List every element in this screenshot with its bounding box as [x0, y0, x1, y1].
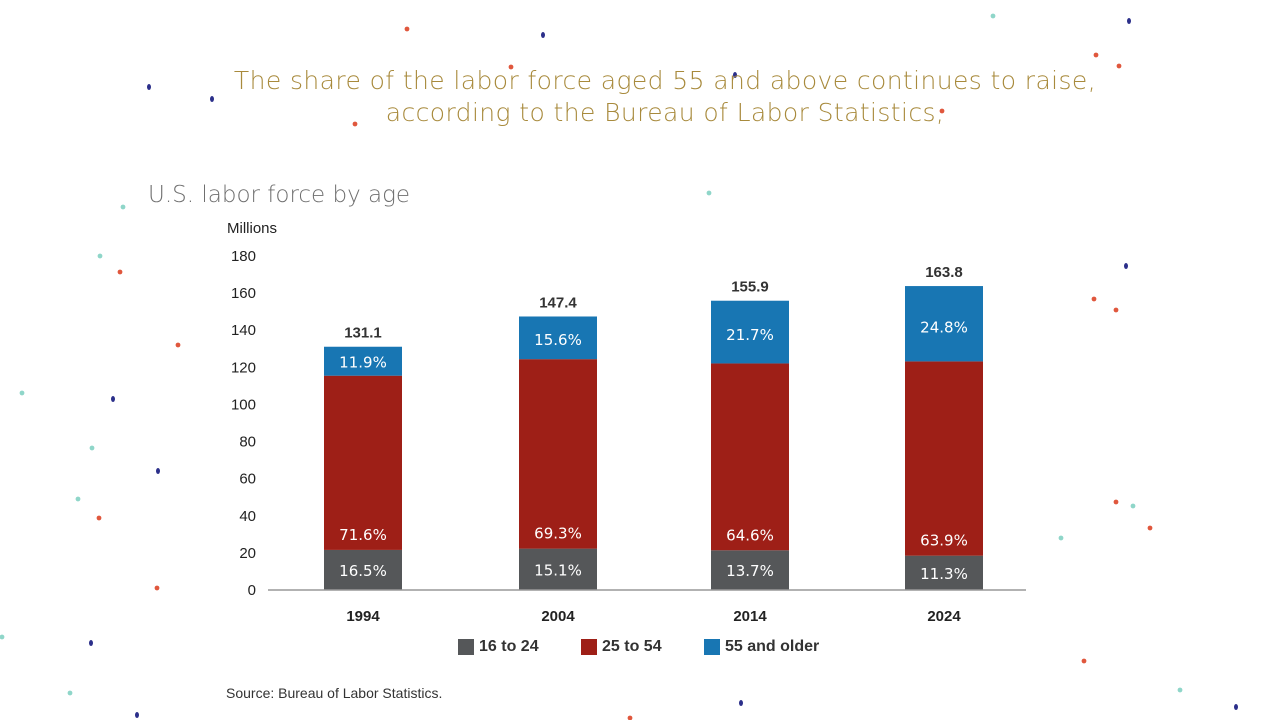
legend-swatch-25-54 — [581, 639, 597, 655]
legend-swatch-16-24 — [458, 639, 474, 655]
legend-item-55-older: 55 and older — [704, 638, 819, 656]
confetti-dot — [1081, 658, 1087, 664]
y-tick-label: 20 — [239, 545, 256, 562]
x-tick-label: 2014 — [733, 608, 767, 625]
confetti-dot — [154, 585, 160, 591]
confetti-dot — [96, 515, 102, 521]
confetti-dot — [404, 26, 410, 32]
headline-line-2: according to the Bureau of Labor Statist… — [385, 98, 945, 127]
confetti-dot — [1130, 503, 1136, 509]
confetti-dot — [1113, 499, 1119, 505]
segment-label: 69.3% — [534, 525, 582, 543]
confetti-dot — [1116, 63, 1122, 69]
bar-segment-2004-2 — [519, 316, 597, 360]
y-tick-label: 180 — [231, 248, 256, 265]
confetti-dot — [1234, 704, 1238, 710]
confetti-dot — [120, 204, 126, 210]
segment-label: 64.6% — [726, 526, 774, 544]
confetti-dot — [1124, 263, 1128, 269]
x-tick-label: 1994 — [346, 608, 380, 625]
segment-label: 13.7% — [726, 562, 774, 580]
chart-title: U.S. labor force by age — [148, 182, 411, 208]
confetti-dot — [210, 96, 214, 102]
confetti-dot — [352, 121, 358, 127]
confetti-dot — [156, 468, 160, 474]
y-tick-label: 0 — [248, 582, 256, 599]
confetti-dot — [147, 84, 151, 90]
confetti-dot — [1177, 687, 1183, 693]
bar-segment-2004-1 — [519, 359, 597, 549]
y-axis-unit-label: Millions — [227, 220, 278, 237]
confetti-dot — [939, 108, 945, 114]
confetti-dot — [19, 390, 25, 396]
confetti-dot — [1147, 525, 1153, 531]
bar-segment-2024-1 — [905, 361, 983, 556]
bar-total-label: 163.8 — [925, 264, 963, 281]
confetti-dot — [508, 64, 514, 70]
bar-segment-2014-2 — [711, 300, 789, 364]
segment-label: 11.3% — [920, 565, 968, 583]
bar-segment-2004-0 — [519, 548, 597, 590]
legend-label-16-24: 16 to 24 — [479, 638, 539, 655]
legend-label-25-54: 25 to 54 — [602, 638, 662, 655]
segment-label: 63.9% — [920, 532, 968, 550]
x-tick-label: 2004 — [541, 608, 575, 625]
confetti-dot — [97, 253, 103, 259]
bar-segment-1994-2 — [324, 346, 402, 376]
confetti-dot — [990, 13, 996, 19]
confetti-dot — [1058, 535, 1064, 541]
confetti-dot — [89, 640, 93, 646]
legend-label-55-older: 55 and older — [725, 638, 820, 655]
segment-label: 15.6% — [534, 331, 582, 349]
segment-label: 16.5% — [339, 562, 387, 580]
bar-segment-1994-1 — [324, 375, 402, 550]
bar-segment-1994-0 — [324, 549, 402, 590]
y-tick-label: 80 — [239, 434, 256, 451]
confetti-dot — [67, 690, 73, 696]
segment-label: 15.1% — [534, 561, 582, 579]
segment-label: 24.8% — [920, 318, 968, 336]
bar-total-label: 155.9 — [731, 279, 769, 296]
confetti-dot — [1127, 18, 1131, 24]
bar-total-label: 147.4 — [539, 294, 577, 311]
legend-item-16-24: 16 to 24 — [458, 638, 539, 656]
confetti-dot — [117, 269, 123, 275]
legend-item-25-54: 25 to 54 — [581, 638, 662, 656]
confetti-dot — [733, 72, 737, 78]
confetti-dot — [627, 715, 633, 720]
legend-swatch-55-older — [704, 639, 720, 655]
segment-label: 21.7% — [726, 326, 774, 344]
y-tick-label: 120 — [231, 359, 256, 376]
bar-total-label: 131.1 — [344, 325, 382, 342]
confetti-dot — [1093, 52, 1099, 58]
confetti-dot — [541, 32, 545, 38]
confetti-dot — [1113, 307, 1119, 313]
y-tick-label: 100 — [231, 396, 256, 413]
x-tick-label: 2024 — [927, 608, 961, 625]
confetti-dot — [0, 634, 5, 640]
y-tick-label: 60 — [239, 471, 256, 488]
bar-segment-2014-0 — [711, 550, 789, 590]
bar-segment-2024-0 — [905, 555, 983, 590]
confetti-dot — [739, 700, 743, 706]
headline-line-1: The share of the labor force aged 55 and… — [233, 66, 1097, 95]
segment-label: 71.6% — [339, 526, 387, 544]
bar-segment-2014-1 — [711, 363, 789, 551]
confetti-dot — [1091, 296, 1097, 302]
confetti-dot — [135, 712, 139, 718]
confetti-dot — [75, 496, 81, 502]
confetti-dot — [89, 445, 95, 451]
y-tick-label: 40 — [239, 508, 256, 525]
confetti-dot — [175, 342, 181, 348]
y-tick-label: 160 — [231, 285, 256, 302]
source-note: Source: Bureau of Labor Statistics. — [226, 685, 443, 701]
y-tick-label: 140 — [231, 322, 256, 339]
confetti-dot — [706, 190, 712, 196]
segment-label: 11.9% — [339, 354, 387, 372]
bar-segment-2024-2 — [905, 286, 983, 362]
confetti-dot — [111, 396, 115, 402]
